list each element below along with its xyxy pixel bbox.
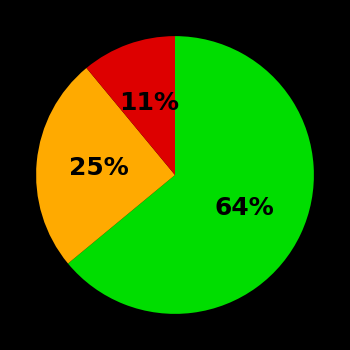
Text: 11%: 11% <box>119 91 179 115</box>
Wedge shape <box>86 36 175 175</box>
Wedge shape <box>68 36 314 314</box>
Wedge shape <box>36 68 175 264</box>
Text: 25%: 25% <box>69 156 129 180</box>
Text: 64%: 64% <box>214 196 274 219</box>
